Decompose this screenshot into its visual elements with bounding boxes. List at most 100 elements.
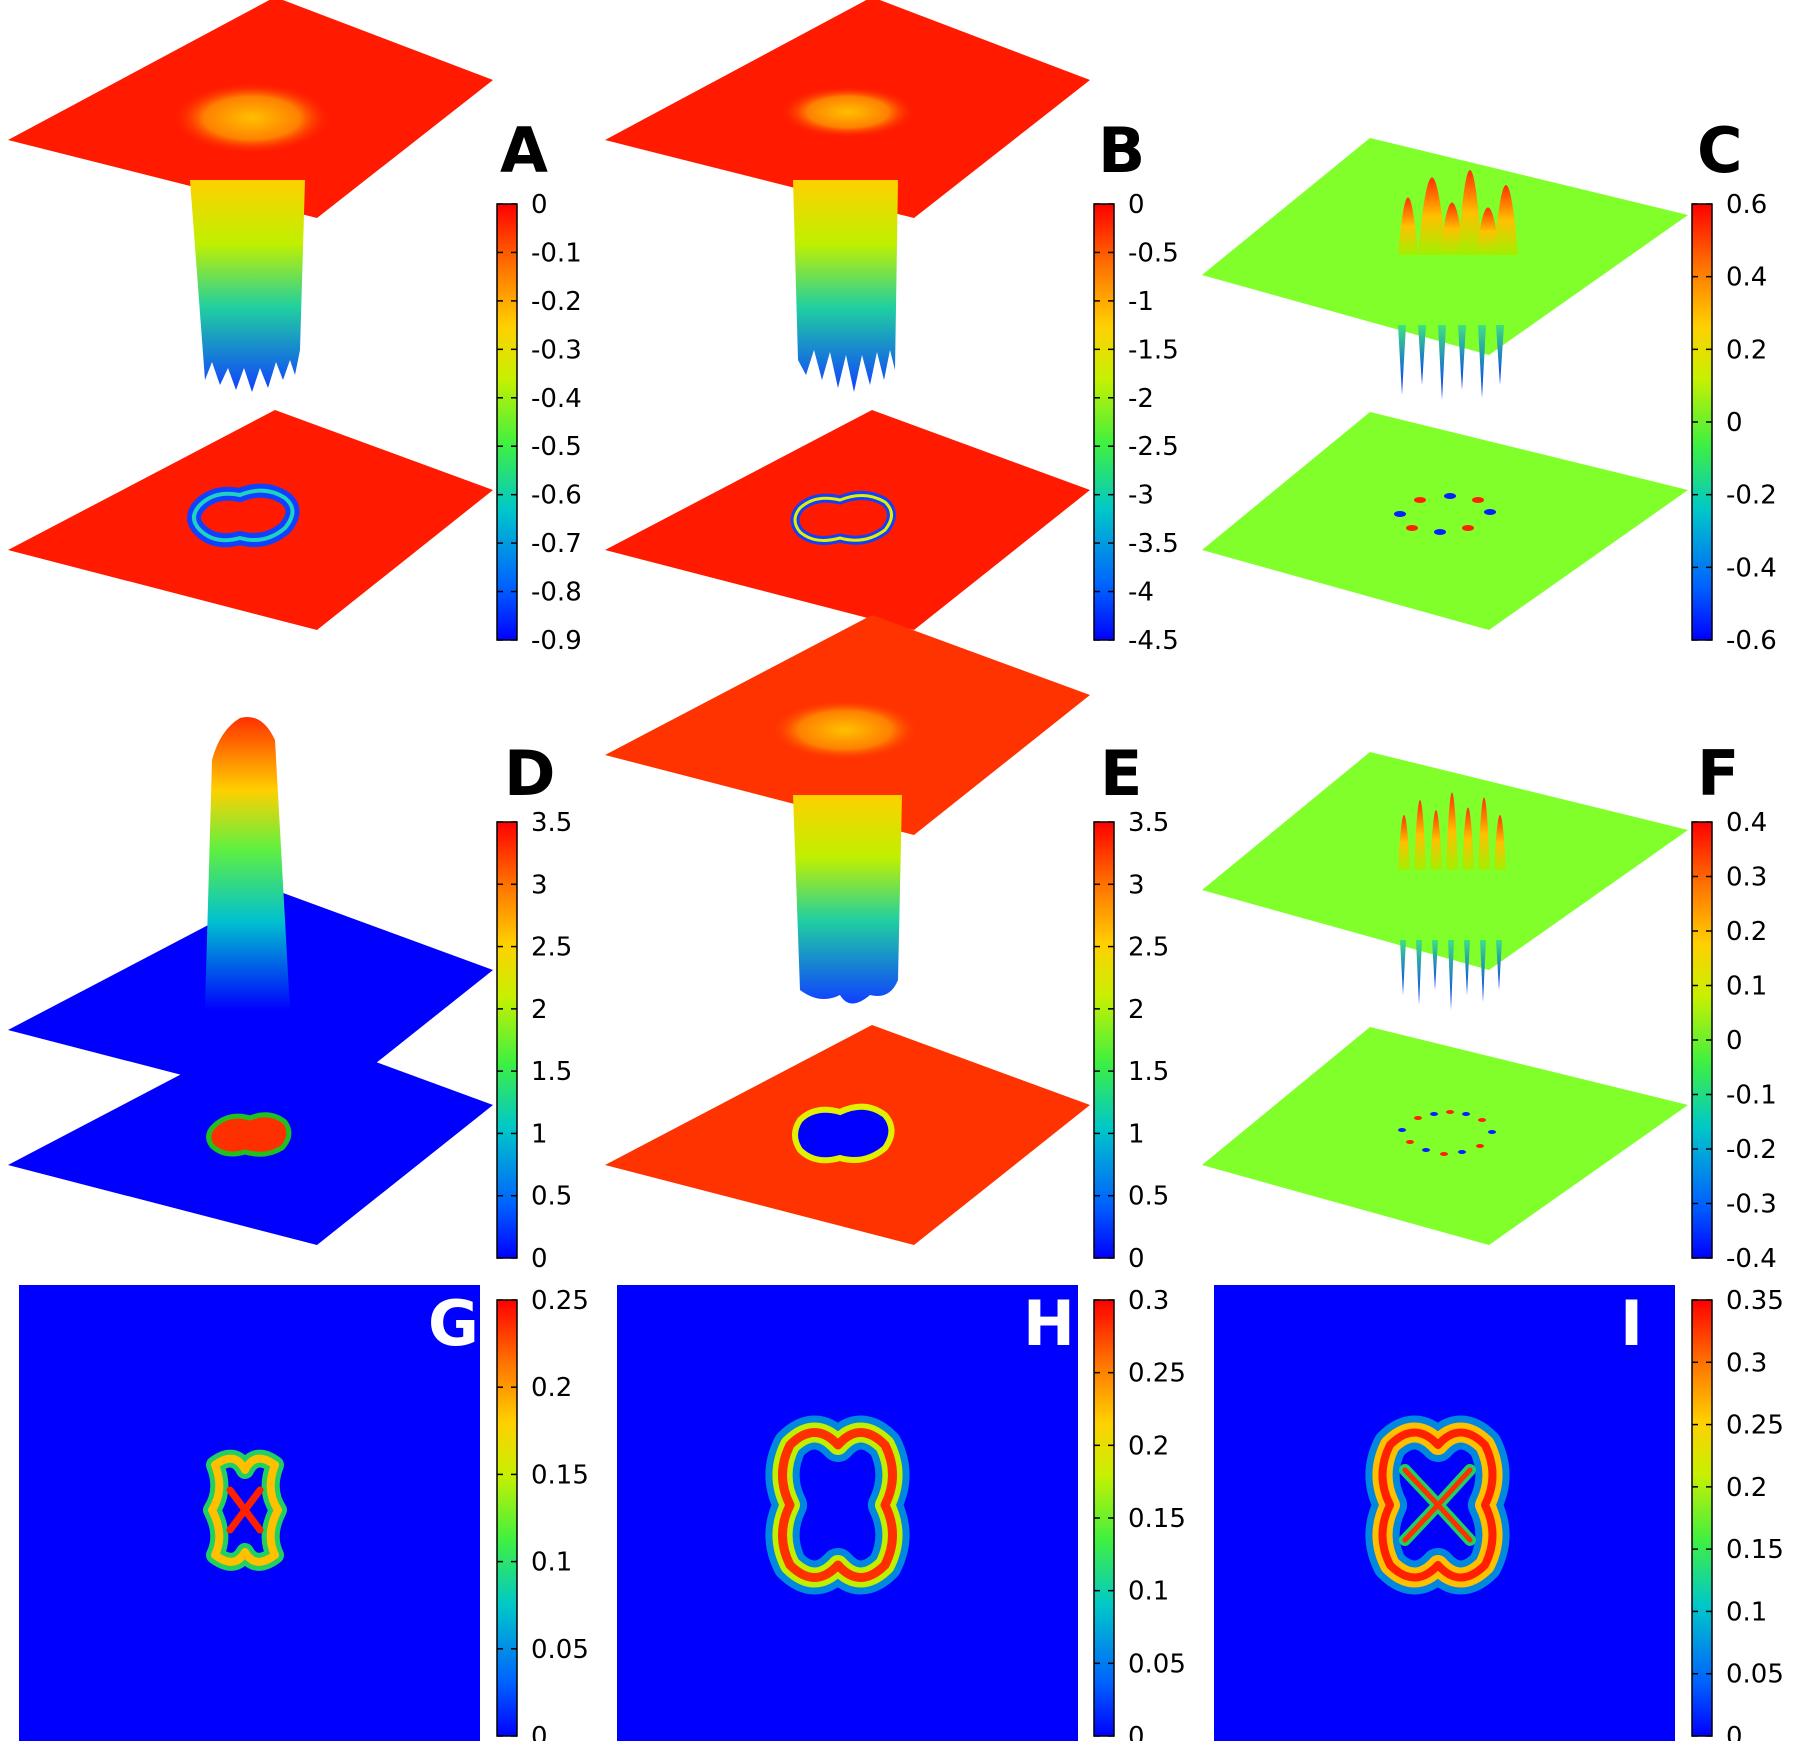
colorbar-tick-label: 0.1 [1726,972,1767,1002]
panel-a-bottom-surface [8,410,493,630]
colorbar-tick-label: -0.2 [1726,1135,1777,1165]
colorbar-tick-label: 0.2 [1128,1431,1169,1461]
colorbar-tick-label: -0.2 [1726,481,1777,511]
panel-c: C 0.6 0.4 0.2 0 -0.2 -0.4 -0.6 [1202,114,1777,656]
panel-d-label: D [504,737,555,810]
colorbar-tick-label: 0.1 [1128,1577,1169,1607]
panel-g-colorbar: 0.25 0.2 0.15 0.1 0.05 0 [496,1286,589,1741]
panel-b: B 0 -0.5 -1 -1.5 -2 -2.5 -3 -3.5 -4 -4.5 [605,0,1179,656]
panel-b-dimple [780,86,916,138]
panel-e-colorbar-gradient [1093,821,1115,1259]
panel-b-well [793,180,898,392]
colorbar-tick-label: -0.8 [531,578,582,608]
colorbar-tick-label: 0 [1128,1244,1145,1274]
colorbar-tick-label: 3.5 [1128,808,1169,838]
panel-c-colorbar: 0.6 0.4 0.2 0 -0.2 -0.4 -0.6 [1691,190,1777,656]
panel-c-contour-dots [1394,493,1496,535]
colorbar-tick-label: 1.5 [1128,1057,1169,1087]
colorbar-tick-label: 0.2 [1726,1473,1767,1503]
colorbar-tick-label: -0.4 [1726,1244,1777,1274]
panel-e-well [793,795,902,1004]
colorbar-tick-label: -0.6 [531,481,582,511]
colorbar-tick-label: 0.3 [1726,1348,1767,1378]
colorbar-tick-label: 0.25 [1726,1411,1784,1441]
colorbar-tick-label: 0.2 [531,1373,572,1403]
panel-f-contour-dots [1398,1110,1496,1156]
panel-c-peaks [1398,170,1518,255]
panel-f-colorbar: 0.4 0.3 0.2 0.1 0 -0.1 -0.2 -0.3 -0.4 [1691,808,1777,1274]
panel-g-label: G [428,1287,479,1360]
colorbar-tick-label: -2.5 [1128,432,1179,462]
panel-d: D 3.5 3 2.5 2 1.5 1 0.5 0 [8,716,572,1274]
panel-g-colorbar-gradient [496,1299,518,1737]
panel-b-colorbar-gradient [1093,203,1115,641]
colorbar-tick-label: 0 [1726,408,1743,438]
colorbar-tick-label: 0.25 [531,1286,589,1316]
colorbar-tick-label: -1.5 [1128,335,1179,365]
colorbar-tick-label: -4.5 [1128,626,1179,656]
colorbar-tick-label: 1 [531,1119,548,1149]
panel-d-colorbar-gradient [496,821,518,1259]
colorbar-tick-label: 0.35 [1726,1286,1784,1316]
panel-c-troughs [1398,325,1504,400]
colorbar-tick-label: -3.5 [1128,529,1179,559]
colorbar-tick-label: -2 [1128,384,1154,414]
colorbar-tick-label: -0.5 [531,432,582,462]
colorbar-tick-label: 2.5 [531,933,572,963]
colorbar-tick-label: 0.6 [1726,190,1767,220]
colorbar-tick-label: -0.5 [1128,238,1179,268]
colorbar-tick-label: -0.2 [531,287,582,317]
panel-f-label: F [1697,737,1739,810]
panel-f-top-surface [1202,752,1688,970]
panel-c-bottom-surface [1202,412,1688,630]
panel-h-heatmap [617,1285,1078,1741]
colorbar-tick-label: 0.05 [531,1635,589,1665]
colorbar-tick-label: -0.4 [1726,553,1777,583]
panel-h: H 0.3 0.25 0.2 0.15 0.1 0.05 0 [617,1285,1186,1741]
colorbar-tick-label: 2 [1128,995,1145,1025]
panel-f-bottom-surface [1202,1027,1688,1245]
panel-e: E 3.5 3 2.5 2 1.5 1 0.5 0 [605,615,1169,1274]
colorbar-tick-label: 2.5 [1128,933,1169,963]
colorbar-tick-label: -0.7 [531,529,582,559]
panel-d-contour-blob [206,1112,292,1157]
panel-e-colorbar: 3.5 3 2.5 2 1.5 1 0.5 0 [1093,808,1169,1274]
colorbar-tick-label: 3.5 [531,808,572,838]
panel-a-dimple [172,82,332,154]
colorbar-tick-label: 0.05 [1128,1649,1186,1679]
panel-f: F 0.4 0.3 0.2 0.1 0 -0.1 -0.2 -0.3 -0.4 [1202,737,1777,1274]
colorbar-tick-label: -4 [1128,578,1154,608]
panel-a-colorbar-gradient [496,203,518,641]
colorbar-tick-label: 0 [1128,1722,1145,1741]
colorbar-tick-label: 0.1 [1726,1597,1767,1627]
panel-g-pattern [203,1449,287,1571]
panel-f-troughs [1400,940,1502,1010]
colorbar-tick-label: 0 [1128,190,1145,220]
colorbar-tick-label: 0 [531,190,548,220]
panel-h-pattern [765,1415,910,1595]
colorbar-tick-label: 1 [1128,1119,1145,1149]
colorbar-tick-label: 0.5 [531,1182,572,1212]
colorbar-tick-label: 0.2 [1726,335,1767,365]
colorbar-tick-label: 0.3 [1726,863,1767,893]
panel-i-colorbar-gradient [1691,1299,1713,1737]
panel-b-label: B [1098,114,1145,187]
colorbar-tick-label: 0.4 [1726,808,1767,838]
panel-i-pattern [1365,1415,1510,1595]
colorbar-tick-label: 2 [531,995,548,1025]
colorbar-tick-label: 0 [1726,1722,1743,1741]
panel-i-colorbar: 0.35 0.3 0.25 0.2 0.15 0.1 0.05 0 [1691,1286,1784,1741]
panel-e-dimple [767,698,923,762]
colorbar-tick-label: 0.2 [1726,917,1767,947]
panel-i: I 0.35 0.3 0.25 0.2 0.15 0.1 0.05 0 [1214,1285,1784,1741]
panel-a: A 0 -0.1 -0.2 -0.3 -0.4 -0.5 -0.6 -0.7 -0.8 -0.9 [8,0,582,656]
panel-b-bottom-surface [605,410,1090,630]
colorbar-tick-label: 0.15 [1726,1535,1784,1565]
colorbar-tick-label: -3 [1128,481,1154,511]
panel-a-well [190,180,305,392]
colorbar-tick-label: 0 [531,1722,548,1741]
panel-d-colorbar: 3.5 3 2.5 2 1.5 1 0.5 0 [496,808,572,1274]
panel-h-colorbar: 0.3 0.25 0.2 0.15 0.1 0.05 0 [1093,1286,1186,1741]
colorbar-tick-label: 0 [1726,1026,1743,1056]
